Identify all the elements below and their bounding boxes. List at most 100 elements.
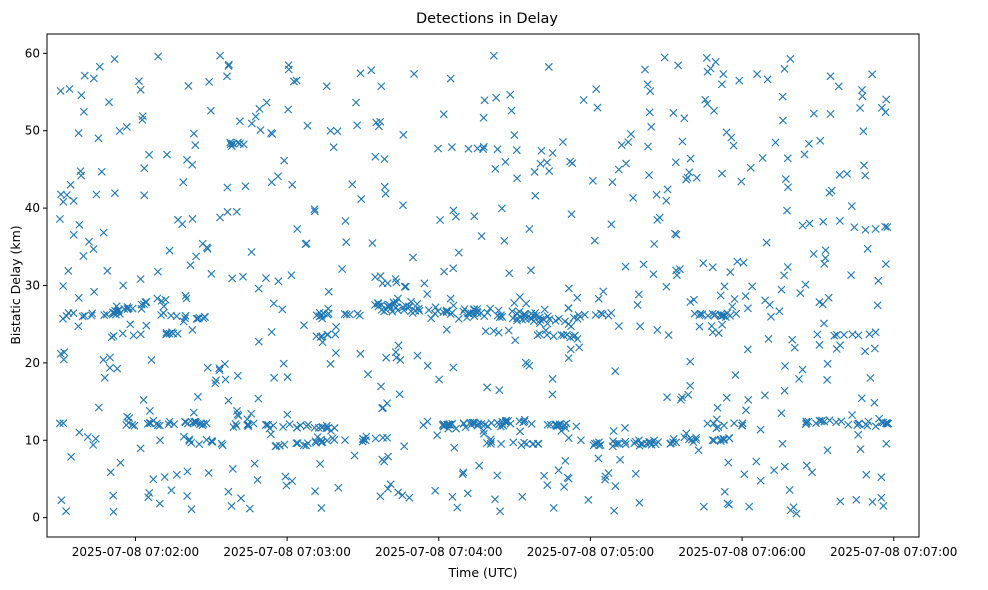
data-point: [545, 167, 554, 176]
data-point: [303, 121, 312, 130]
data-point: [165, 417, 174, 426]
data-point: [708, 263, 717, 272]
data-point: [786, 54, 795, 63]
data-point: [106, 468, 115, 477]
data-point: [783, 154, 792, 163]
data-point: [559, 331, 568, 340]
x-tick-label: 2025-07-08 07:03:00: [223, 545, 350, 559]
data-point: [560, 482, 569, 491]
data-point: [394, 341, 403, 350]
data-point: [380, 182, 389, 191]
data-point: [394, 488, 403, 497]
data-point: [695, 322, 704, 331]
data-point: [122, 122, 131, 131]
data-point: [543, 420, 552, 429]
data-point: [717, 80, 726, 89]
data-point: [188, 325, 197, 334]
data-point: [382, 353, 391, 362]
data-point: [60, 348, 69, 357]
data-point: [271, 442, 280, 451]
data-point: [126, 320, 135, 329]
data-point: [376, 492, 385, 501]
data-point: [186, 261, 195, 270]
data-point: [493, 145, 502, 154]
data-point: [767, 312, 775, 321]
data-point: [459, 419, 468, 428]
data-point: [100, 311, 109, 320]
data-point: [292, 439, 301, 448]
data-point: [792, 509, 801, 518]
data-point: [680, 114, 689, 123]
data-point: [779, 116, 787, 125]
data-point: [512, 146, 521, 155]
data-point: [184, 81, 193, 90]
data-point: [140, 300, 148, 309]
data-point: [313, 433, 322, 442]
data-point: [400, 282, 409, 291]
data-point: [861, 225, 870, 234]
data-point: [436, 216, 445, 224]
data-point: [189, 129, 198, 138]
data-point: [304, 420, 313, 429]
data-point: [188, 160, 197, 169]
data-point: [549, 332, 558, 341]
data-point: [783, 206, 791, 215]
data-point: [129, 331, 138, 340]
data-point: [608, 178, 617, 187]
data-point: [179, 178, 188, 187]
data-point: [535, 330, 544, 338]
data-point: [743, 345, 752, 354]
data-point: [816, 136, 825, 145]
data-point: [470, 306, 479, 315]
data-point: [303, 439, 312, 448]
data-point: [722, 128, 731, 137]
data-point: [423, 361, 432, 370]
data-point: [235, 139, 244, 148]
data-point: [735, 76, 744, 85]
data-point: [80, 71, 89, 80]
data-point: [566, 345, 575, 354]
data-point: [764, 334, 773, 343]
data-point: [227, 142, 236, 151]
data-point: [442, 307, 451, 316]
data-point: [139, 395, 148, 404]
data-point: [159, 302, 168, 311]
data-point: [599, 287, 608, 296]
data-point: [232, 207, 241, 216]
data-point: [666, 439, 675, 448]
data-point: [742, 406, 750, 415]
data-point: [493, 471, 502, 480]
data-point: [800, 150, 809, 159]
data-point: [470, 212, 479, 221]
data-point: [385, 301, 394, 310]
data-point: [413, 300, 422, 308]
data-point: [224, 487, 233, 496]
chart-title: Detections in Delay: [416, 11, 558, 27]
data-point: [250, 459, 259, 468]
data-point: [76, 167, 85, 176]
data-point: [724, 458, 733, 467]
data-point: [616, 455, 625, 464]
data-point: [59, 355, 68, 364]
data-point: [274, 277, 283, 286]
data-point: [557, 330, 566, 339]
data-point: [409, 253, 417, 262]
data-point: [663, 185, 672, 194]
data-point: [433, 431, 442, 440]
data-point: [879, 501, 888, 510]
data-point: [105, 353, 114, 362]
data-point: [224, 60, 233, 69]
data-point: [193, 392, 202, 401]
data-point: [386, 480, 395, 489]
data-point: [630, 439, 639, 448]
data-point: [190, 417, 199, 426]
data-point: [85, 237, 93, 246]
data-point: [579, 96, 588, 104]
data-point: [247, 119, 256, 128]
data-point: [554, 466, 563, 475]
data-point: [777, 409, 786, 418]
data-point: [181, 418, 190, 427]
data-point: [431, 486, 440, 495]
data-point: [513, 174, 522, 183]
data-point: [844, 420, 853, 429]
